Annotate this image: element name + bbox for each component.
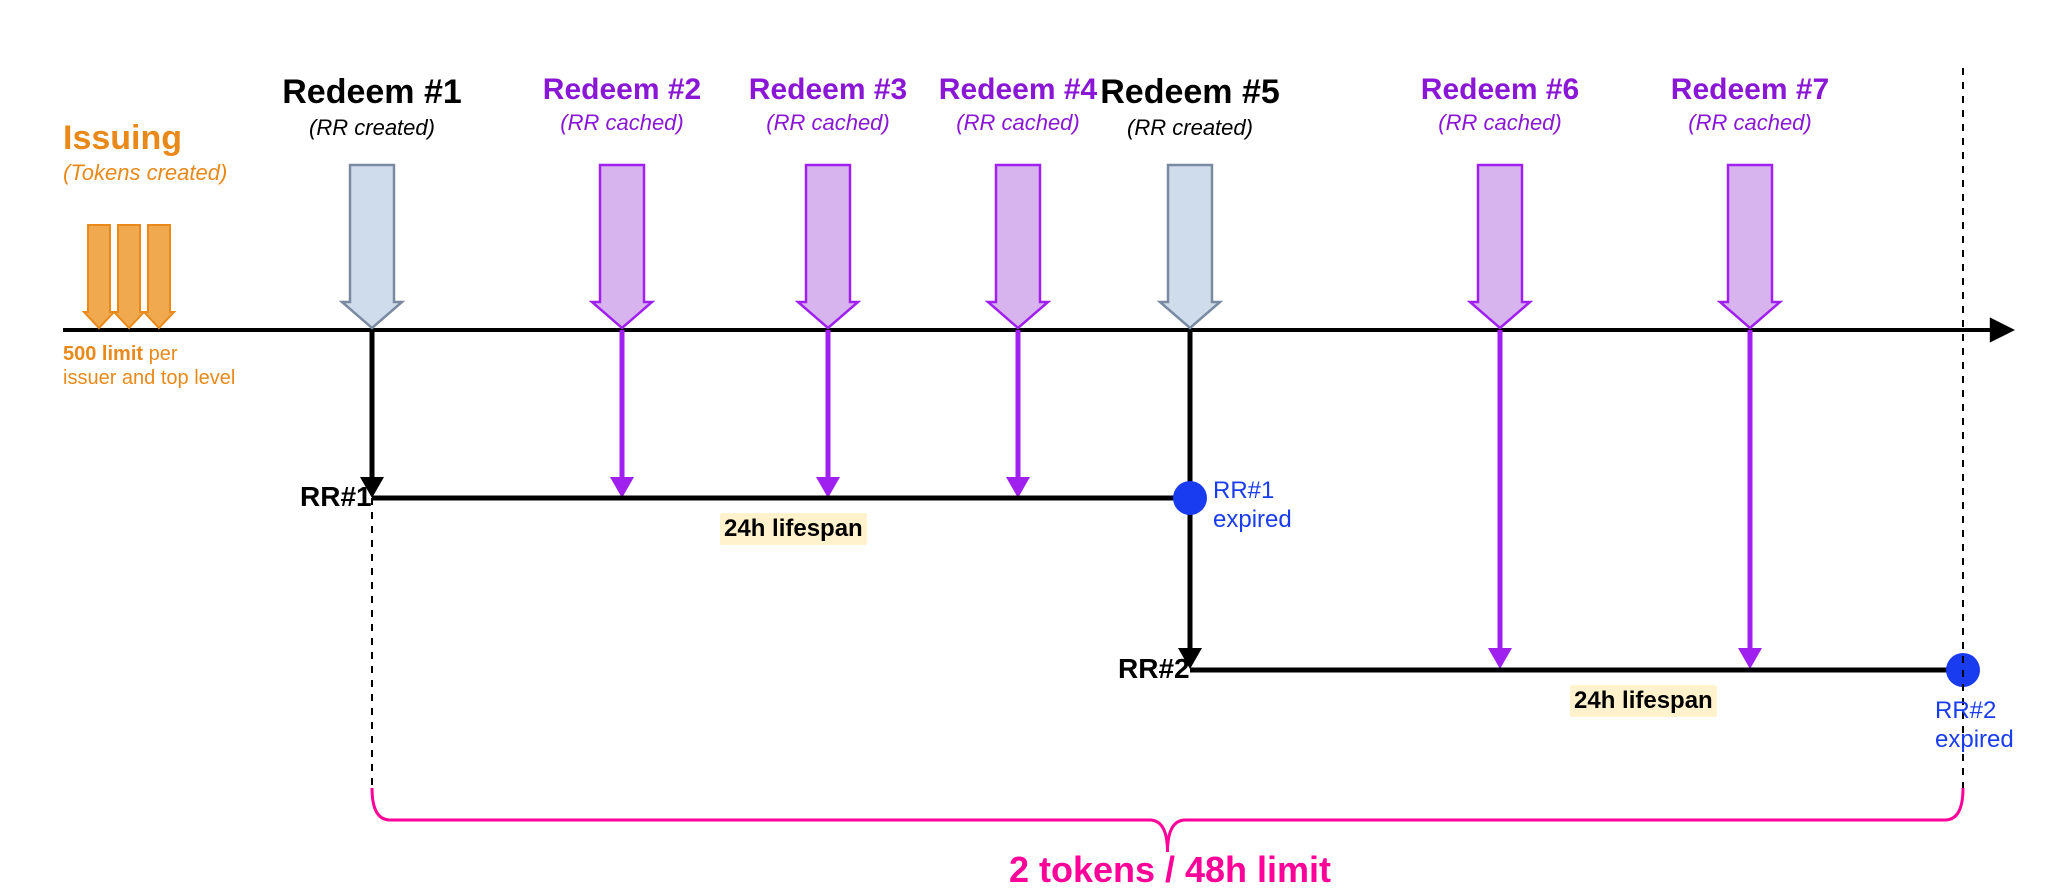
r7-title: Redeem #7 bbox=[1671, 72, 1829, 108]
r3-title: Redeem #3 bbox=[749, 72, 907, 108]
rr-label-0: RR#1 bbox=[300, 480, 372, 514]
lifespan-badge-0: 24h lifespan bbox=[720, 513, 867, 545]
r4-subtitle: (RR cached) bbox=[956, 110, 1079, 136]
r1-title: Redeem #1 bbox=[282, 72, 462, 113]
issuing-note: 500 limit perissuer and top level bbox=[63, 342, 263, 390]
issuing-subtitle: (Tokens created) bbox=[63, 160, 227, 186]
r5-subtitle: (RR created) bbox=[1127, 115, 1253, 141]
lifespan-badge-1: 24h lifespan bbox=[1570, 685, 1717, 717]
r2-subtitle: (RR cached) bbox=[560, 110, 683, 136]
r3-subtitle: (RR cached) bbox=[766, 110, 889, 136]
r6-subtitle: (RR cached) bbox=[1438, 110, 1561, 136]
expired-label-0: RR#1expired bbox=[1213, 477, 1292, 535]
r4-title: Redeem #4 bbox=[939, 72, 1097, 108]
r2-title: Redeem #2 bbox=[543, 72, 701, 108]
r7-subtitle: (RR cached) bbox=[1688, 110, 1811, 136]
r1-subtitle: (RR created) bbox=[309, 115, 435, 141]
expired-label-1: RR#2expired bbox=[1935, 697, 2014, 755]
rr-label-1: RR#2 bbox=[1118, 652, 1190, 686]
r5-title: Redeem #5 bbox=[1100, 72, 1280, 113]
issuing-title: Issuing bbox=[63, 118, 182, 159]
diagram-canvas: { "canvas": { "width": 2048, "height": 8… bbox=[0, 0, 2048, 885]
r6-title: Redeem #6 bbox=[1421, 72, 1579, 108]
